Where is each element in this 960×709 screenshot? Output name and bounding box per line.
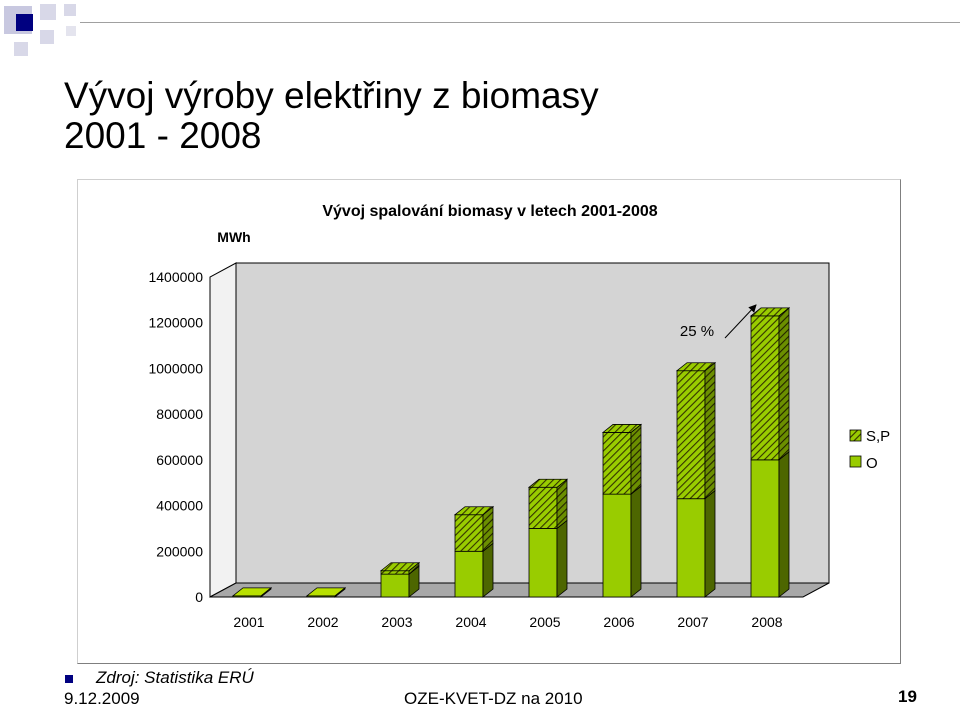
bar-segment-o-2008 [750, 451, 790, 598]
bar-segment-sp-2008 [750, 307, 790, 461]
bar-segment-sp-2007 [676, 361, 716, 500]
corner-square-7 [66, 26, 76, 36]
bar-top-2003 [379, 562, 421, 572]
corner-square-6 [14, 42, 28, 56]
corner-square-4 [64, 4, 76, 16]
x-tick-label: 2004 [455, 614, 486, 630]
chart-floor [209, 582, 830, 598]
y-tick-label: 0 [195, 589, 203, 605]
x-tick-label: 2007 [677, 614, 708, 630]
chart-title: Vývoj spalování biomasy v letech 2001-20… [322, 203, 657, 220]
y-tick-label: 400000 [156, 498, 203, 514]
bar-top-2002 [305, 587, 347, 597]
slide-date: 9.12.2009 [64, 689, 140, 708]
page-number: 19 [898, 687, 917, 706]
x-axis-ticks: 2001 2002 2003 2004 2005 2006 2007 2008 [233, 614, 782, 630]
footer-title: OZE-KVET-DZ na 2010 [404, 689, 583, 708]
header-rule [80, 22, 960, 23]
x-tick-label: 2005 [529, 614, 560, 630]
corner-square-3 [40, 4, 56, 20]
corner-square-5 [40, 30, 54, 44]
y-axis-ticks: 0 200000 400000 600000 800000 1000000 1200000 1… [148, 269, 203, 605]
bar-top-2008 [749, 307, 791, 317]
source-note: Zdroj: Statistika ERÚ [96, 668, 254, 687]
bar-top-2007 [675, 362, 717, 372]
x-tick-label: 2002 [307, 614, 338, 630]
y-tick-label: 1400000 [148, 269, 203, 285]
y-tick-label: 600000 [156, 452, 203, 468]
bar-segment-sp-2006 [602, 423, 642, 495]
corner-square-2 [16, 14, 33, 31]
legend-label-o: O [866, 455, 878, 472]
bar-segment-o-2003 [380, 565, 420, 598]
x-tick-label: 2003 [381, 614, 412, 630]
x-tick-label: 2006 [603, 614, 634, 630]
bullet-icon [65, 675, 73, 683]
bars [231, 307, 791, 598]
y-axis-label: MWh [217, 229, 250, 245]
bar-segment-o-2006 [602, 485, 642, 598]
bar-segment-o-2005 [528, 519, 568, 598]
x-tick-label: 2008 [751, 614, 782, 630]
y-tick-label: 1200000 [148, 315, 203, 331]
slide-title-line2: 2001 - 2008 [64, 115, 262, 156]
y-tick-label: 200000 [156, 543, 203, 559]
annotation-label: 25 % [680, 323, 714, 340]
side-wall [209, 262, 237, 598]
bar-top-2005 [527, 478, 569, 488]
bar-segment-o-2007 [676, 489, 716, 598]
legend-swatch-sp [849, 429, 862, 442]
legend-swatch-o [849, 455, 862, 468]
slide-title-line1: Vývoj výroby elektřiny z biomasy [64, 75, 599, 116]
legend-label-sp: S,P [866, 428, 890, 445]
x-tick-label: 2001 [233, 614, 264, 630]
slide-title: Vývoj výroby elektřiny z biomasy 2001 - … [64, 76, 599, 156]
y-tick-label: 800000 [156, 406, 203, 422]
bar-top-2004 [453, 506, 495, 516]
y-tick-label: 1000000 [148, 360, 203, 376]
bar-top-2001 [231, 587, 273, 597]
annotation-arrow [724, 304, 757, 339]
chart-frame [77, 179, 901, 664]
legend: S,P O [849, 428, 890, 472]
bar-top-2006 [601, 424, 643, 433]
